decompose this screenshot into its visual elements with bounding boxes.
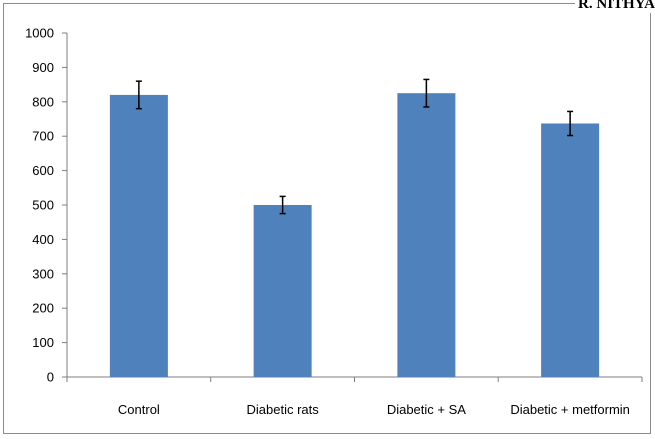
y-tick-label: 600 [32, 163, 54, 178]
error-bar [135, 80, 142, 110]
bar-diabetic-sa [397, 93, 456, 377]
bars [109, 93, 600, 378]
y-tick-label: 900 [32, 60, 54, 75]
bar-diabetic-metformin [541, 123, 600, 377]
error-bar [279, 195, 286, 215]
y-tick-label: 800 [32, 94, 54, 109]
x-category-label: Control [118, 402, 160, 417]
page-header-text: R. NITHYA [575, 0, 655, 13]
y-tick-label: 200 [32, 301, 54, 316]
y-tick-label: 500 [32, 198, 54, 213]
bar-diabetic-rats [253, 205, 312, 377]
error-bar [567, 110, 574, 137]
x-category-label: Diabetic rats [247, 402, 320, 417]
error-bar [423, 78, 430, 108]
x-category-label: Diabetic + metformin [510, 402, 630, 417]
y-tick-label: 0 [47, 370, 54, 385]
y-tick-label: 100 [32, 335, 54, 350]
error-bars [135, 78, 574, 215]
y-axis: 0 100 200 300 400 500 600 700 800 900 1000 [25, 26, 68, 385]
y-tick-label: 700 [32, 129, 54, 144]
y-tick-label: 1000 [25, 26, 54, 41]
x-category-label: Diabetic + SA [387, 402, 466, 417]
bar-control [109, 94, 168, 378]
y-tick-label: 400 [32, 232, 54, 247]
x-axis: Control Diabetic rats Diabetic + SA Diabeti… [66, 376, 643, 417]
y-tick-label: 300 [32, 266, 54, 281]
